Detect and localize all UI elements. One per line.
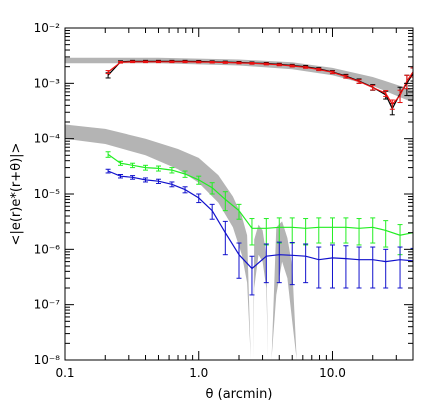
errorbar-blue-13	[276, 241, 282, 284]
series-green	[105, 151, 413, 256]
errorbar-red-17	[329, 70, 335, 75]
errorbar-red-21	[383, 90, 389, 97]
series-red	[105, 60, 413, 110]
errorbar-green-7	[196, 175, 202, 185]
tick-labels: 0.1 1.0 10.0 10⁻⁸ 10⁻⁷ 10⁻⁶ 10⁻⁵ 10⁻⁴ 10⁻³ 10⁻²	[34, 21, 346, 380]
errorbar-red-25	[410, 67, 413, 78]
errorbar-red-3	[143, 60, 149, 64]
errorbar-red-10	[236, 61, 242, 65]
errorbar-blue-19	[356, 246, 362, 289]
errorbar-blue-6	[182, 186, 188, 194]
ticks-layer	[64, 27, 414, 361]
errorbar-red-6	[182, 60, 188, 64]
errorbar-green-6	[182, 170, 188, 178]
y-tick-label: 10⁻³	[34, 76, 61, 90]
y-axis-label: <|e(r)e*(r+θ)|>	[9, 143, 24, 246]
errorbar-blue-22	[397, 246, 403, 289]
errorbar-blue-5	[169, 181, 175, 188]
errorbar-green-9	[222, 191, 228, 212]
errorbar-red-11	[249, 61, 255, 65]
errorbar-green-1	[117, 160, 123, 166]
errorbar-red-23	[397, 89, 403, 104]
errorbar-red-16	[316, 67, 322, 72]
x-axis-label: θ (arcmin)	[206, 387, 273, 402]
errorbar-green-19	[356, 218, 362, 246]
errorbar-blue-1	[117, 174, 123, 179]
errorbar-green-16	[316, 217, 322, 244]
series-layer	[105, 59, 413, 296]
errorbar-blue-12	[263, 243, 269, 284]
errorbar-blue-9	[222, 220, 228, 256]
series-blue	[105, 168, 413, 296]
errorbar-green-8	[209, 182, 215, 195]
series-line-blue	[107, 170, 413, 270]
errorbar-green-11	[249, 218, 255, 246]
x-tick-label: 0.1	[55, 366, 74, 380]
errorbar-green-18	[343, 217, 349, 244]
errorbar-red-2	[130, 60, 136, 64]
errorbar-green-3	[143, 164, 149, 171]
errorbar-red-18	[343, 74, 349, 79]
errorbar-red-7	[196, 60, 202, 64]
model-band-3	[271, 221, 297, 360]
errorbar-blue-11	[249, 255, 255, 296]
x-tick-label: 1.0	[189, 366, 208, 380]
errorbar-red-13	[276, 63, 282, 67]
errorbar-green-4	[155, 165, 161, 172]
errorbar-blue-14	[289, 241, 295, 286]
errorbar-red-8	[209, 60, 215, 64]
errorbar-red-4	[155, 60, 161, 64]
errorbar-red-20	[370, 84, 376, 91]
errorbar-green-2	[130, 162, 136, 169]
errorbar-blue-20	[370, 246, 376, 289]
errorbar-blue-4	[155, 178, 161, 184]
y-tick-label: 10⁻²	[34, 21, 61, 35]
y-tick-label: 10⁻⁴	[34, 132, 61, 146]
errorbar-red-22	[389, 99, 395, 110]
errorbar-blue-21	[383, 248, 389, 289]
errorbar-green-20	[370, 217, 376, 244]
errorbar-red-1	[117, 61, 123, 64]
errorbar-red-14	[289, 64, 295, 68]
errorbar-red-9	[222, 61, 228, 64]
y-tick-label: 10⁻⁵	[34, 187, 61, 201]
errorbar-red-19	[356, 79, 362, 84]
errorbar-blue-8	[209, 203, 215, 220]
errorbar-green-21	[383, 220, 389, 248]
y-tick-label: 10⁻⁸	[34, 353, 61, 367]
errorbar-green-10	[236, 203, 242, 220]
errorbar-blue-10	[236, 242, 242, 279]
series-line-green	[107, 153, 413, 236]
errorbar-blue-7	[196, 193, 202, 204]
errorbar-blue-15	[303, 243, 309, 284]
errorbar-blue-18	[343, 245, 349, 289]
errorbar-blue-0	[105, 168, 111, 174]
errorbar-red-0	[105, 70, 111, 75]
errorbar-green-0	[105, 151, 111, 158]
errorbar-green-5	[169, 167, 175, 174]
errorbar-blue-17	[329, 244, 335, 289]
errorbar-blue-3	[143, 177, 149, 183]
errorbar-red-15	[303, 65, 309, 69]
series-line-red	[107, 61, 413, 106]
errorbar-blue-16	[316, 246, 322, 289]
errorbar-blue-2	[130, 175, 136, 180]
y-tick-label: 10⁻⁷	[34, 298, 61, 312]
errorbar-red-5	[169, 60, 175, 64]
errorbar-red-12	[263, 62, 269, 66]
x-tick-label: 10.0	[319, 366, 346, 380]
model-band-0	[65, 57, 413, 103]
errorbar-green-17	[329, 217, 335, 244]
y-tick-label: 10⁻⁶	[34, 242, 61, 256]
